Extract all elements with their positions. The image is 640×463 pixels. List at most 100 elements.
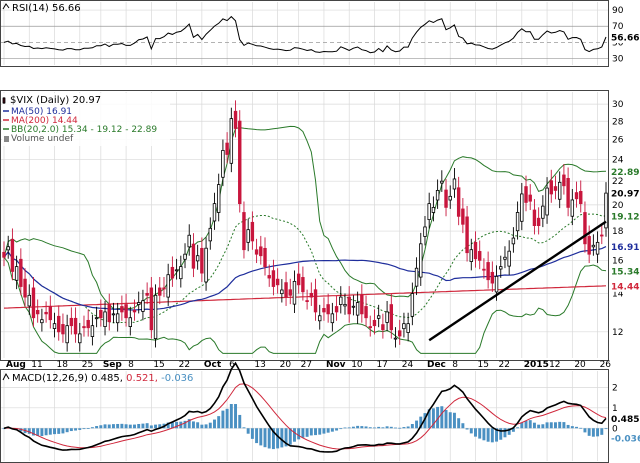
- candle-body: [174, 269, 179, 272]
- macd-histogram-bar: [486, 428, 490, 442]
- price-tick-label: 22: [612, 177, 623, 187]
- candle-body: [343, 303, 347, 307]
- candle-body: [515, 212, 520, 232]
- candle-body: [179, 266, 183, 280]
- macd-histogram-bar: [145, 423, 149, 429]
- macd-histogram-bar: [448, 412, 452, 429]
- macd-histogram-bar: [99, 425, 103, 429]
- macd-histogram-bar: [288, 428, 292, 445]
- x-tick-label: 25: [82, 360, 93, 370]
- macd-histogram-bar: [53, 428, 56, 435]
- badge-macd-bg: [609, 412, 640, 425]
- candle-body: [233, 110, 238, 129]
- candle-body: [292, 280, 297, 305]
- candle-body: [128, 317, 132, 327]
- macd-histogram-bar: [242, 427, 246, 429]
- candle-body: [103, 311, 107, 327]
- macd-histogram-bar: [263, 428, 267, 448]
- macd-histogram-bar: [537, 424, 541, 429]
- macd-histogram-bar: [120, 423, 124, 429]
- rsi-tick-label: 90: [612, 6, 624, 16]
- candle-body: [238, 120, 242, 205]
- badge-macd-hist: -0.036: [611, 435, 640, 445]
- macd-histogram-bar: [440, 406, 444, 429]
- trendline: [428, 220, 607, 342]
- candle-body: [478, 251, 482, 261]
- candle-body: [78, 333, 82, 344]
- x-tick-label: 20: [280, 360, 292, 370]
- candle-body: [187, 234, 191, 248]
- price-tick-label: 18: [612, 227, 624, 237]
- macd-histogram-bar: [570, 426, 574, 429]
- macd-histogram-bar: [250, 428, 254, 439]
- candle-body: [35, 309, 40, 315]
- macd-histogram-bar: [368, 427, 372, 429]
- macd-histogram-bar: [566, 424, 570, 429]
- macd-histogram-bar: [511, 428, 515, 432]
- x-tick-label: 22: [179, 360, 190, 370]
- candle-body: [330, 313, 335, 324]
- macd-histogram-bar: [524, 420, 528, 429]
- macd-histogram-bar: [238, 414, 242, 429]
- macd-histogram-bar: [221, 410, 225, 429]
- macd-histogram-bar: [520, 422, 524, 429]
- candle-body: [456, 187, 461, 217]
- candle-body: [528, 194, 532, 202]
- candle-body: [65, 325, 69, 344]
- x-tick-label: 12: [549, 360, 560, 370]
- bb-upper-line: [3, 125, 607, 310]
- macd-histogram-bar: [107, 424, 111, 429]
- macd-histogram-bar: [322, 428, 326, 434]
- macd-histogram-bar: [183, 420, 187, 429]
- x-tick-label: Sep: [103, 360, 123, 370]
- candle-body: [158, 287, 162, 296]
- macd-histogram-bar: [204, 424, 208, 429]
- badge-bb-lower-bg: [609, 264, 640, 277]
- macd-histogram-bar: [364, 426, 368, 429]
- candle-body: [288, 289, 292, 296]
- candle-body: [398, 330, 402, 337]
- candlesticks: [2, 100, 608, 352]
- x-tick-label: 2015: [524, 360, 549, 370]
- price-tick-label: 12: [612, 328, 623, 338]
- candle-body: [389, 304, 394, 331]
- macd-histogram-bar: [36, 428, 40, 436]
- badge-macd: 0.485: [611, 415, 639, 425]
- macd-histogram-bar: [347, 427, 351, 429]
- macd-tick-label: 1: [612, 404, 618, 414]
- macd-histogram-bar: [562, 422, 566, 429]
- candle-body: [318, 315, 322, 322]
- candle-body: [284, 282, 288, 298]
- candle-body: [263, 247, 267, 268]
- candle-body: [31, 287, 36, 319]
- candle-body: [406, 323, 410, 333]
- macd-histogram-bar: [2, 428, 6, 430]
- x-tick-label: 22: [499, 360, 510, 370]
- macd-histogram-bar: [389, 426, 393, 429]
- candle-body: [435, 190, 440, 201]
- candle-body: [57, 315, 61, 333]
- axis-labels: Aug 11 18 25 Sep 8 15 22 Oct 6 13 20 27 Nov 10 17 24 Dec 8…: [6, 6, 624, 434]
- macd-histogram-bar: [246, 428, 250, 434]
- candle-body: [376, 315, 381, 319]
- macd-histogram-bar: [541, 424, 545, 429]
- candle-body: [486, 262, 490, 281]
- macd-tick-label: 2: [612, 383, 618, 393]
- bb-legend-text: BB(20,2.0) 15.34 - 19.12 - 22.89: [11, 125, 157, 135]
- macd-histogram-bar: [271, 428, 275, 450]
- candle-body: [351, 305, 356, 308]
- x-tick-label: 6: [229, 360, 235, 370]
- macd-histogram-bar: [356, 425, 360, 429]
- x-tick-label: 13: [254, 360, 265, 370]
- candle-body: [549, 180, 553, 195]
- candle-body: [69, 317, 74, 327]
- macd-histogram-bar: [31, 428, 35, 436]
- candle-body: [99, 309, 103, 319]
- macd-histogram-bar: [86, 428, 90, 429]
- x-tick-label: 18: [57, 360, 69, 370]
- candle-body: [115, 313, 120, 324]
- candle-body: [162, 287, 166, 290]
- candle-body: [465, 216, 469, 254]
- rsi-series: [3, 15, 607, 54]
- candle-body: [545, 187, 549, 216]
